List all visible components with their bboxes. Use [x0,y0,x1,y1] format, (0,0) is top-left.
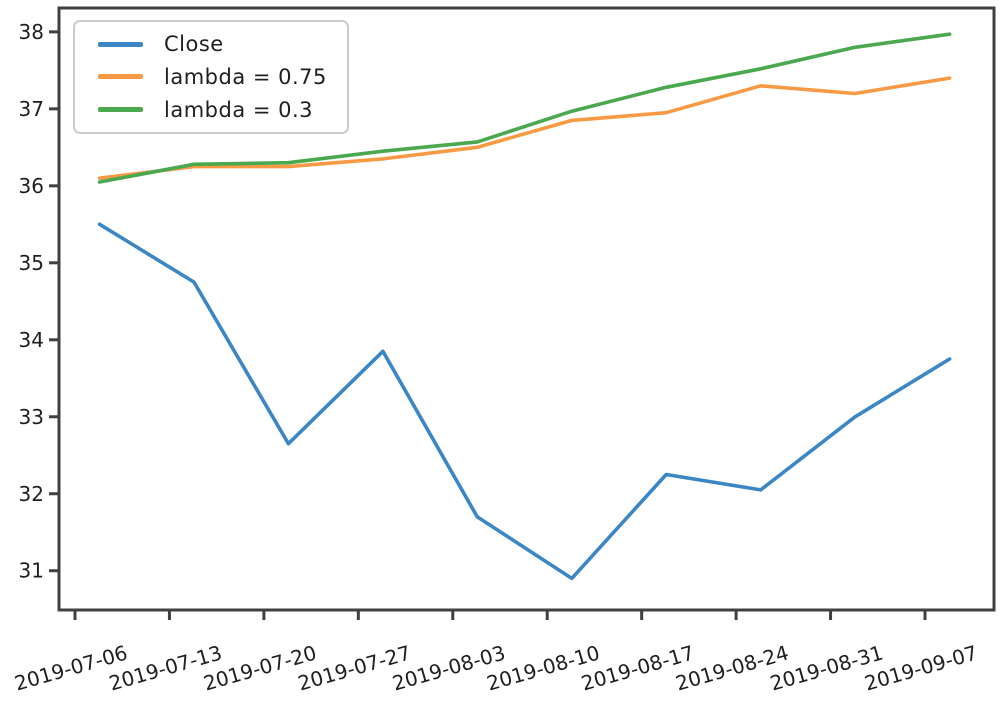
plot-border [57,6,996,612]
legend: Close lambda = 0.75 lambda = 0.3 [73,20,349,134]
legend-item-close: Close [75,32,347,56]
legend-label-lambda-03: lambda = 0.3 [164,97,314,122]
y-axis-tick-label: 37 [19,97,44,121]
legend-label-lambda-075: lambda = 0.75 [164,64,327,89]
y-axis-tick-label: 33 [19,405,44,429]
series-line-lambda-0.3 [97,32,952,184]
legend-swatch-lambda-03-icon [98,107,143,113]
legend-label-close: Close [164,32,224,57]
series-line-close [97,222,952,581]
y-axis-tick-label: 32 [19,482,44,506]
y-axis-tick-label: 36 [19,174,44,198]
y-axis-tick-label: 34 [19,328,44,352]
series-line-lambda-0.75 [97,76,952,180]
y-axis-tick-label: 35 [19,251,44,275]
legend-swatch-close-icon [98,41,143,47]
y-axis-tick-label: 38 [19,20,44,44]
legend-item-lambda-03: lambda = 0.3 [75,98,347,122]
y-axis-tick-label: 31 [19,559,44,583]
legend-swatch-lambda-075-icon [98,74,143,80]
legend-item-lambda-075: lambda = 0.75 [75,65,347,89]
